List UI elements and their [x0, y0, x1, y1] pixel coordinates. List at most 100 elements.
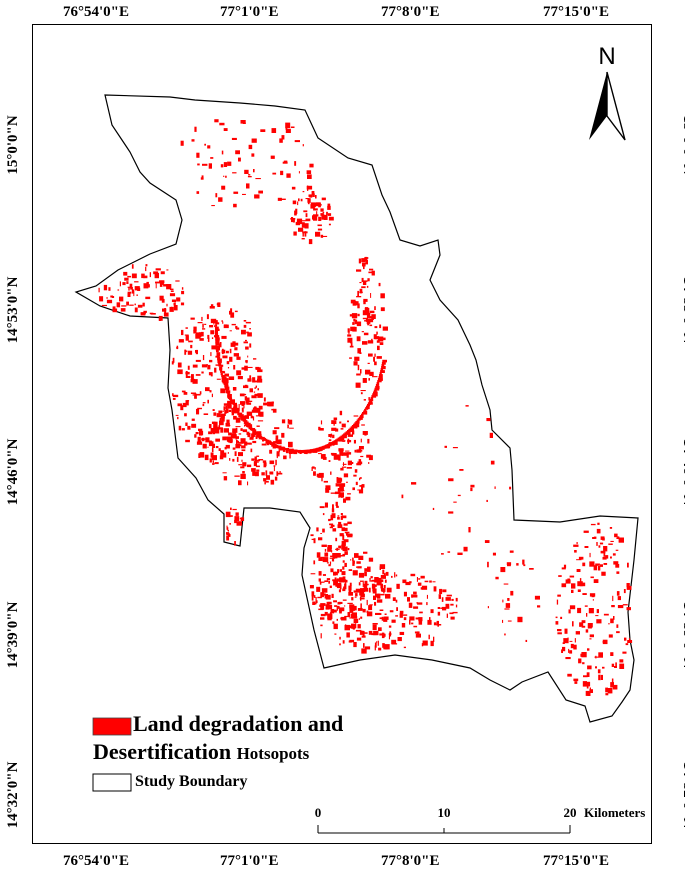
- hotspot-patch: [316, 527, 319, 532]
- hotspot-patch: [326, 578, 331, 581]
- hotspot-patch: [230, 507, 232, 510]
- hotspot-patch: [378, 577, 382, 583]
- hotspot-patch: [412, 594, 418, 598]
- hotspot-patch: [347, 420, 349, 423]
- hotspot-patch: [325, 594, 328, 598]
- hotspot-patch: [172, 398, 176, 400]
- hotspot-patch: [196, 408, 200, 415]
- hotspot-patch: [249, 375, 252, 380]
- hotspot-patch: [228, 409, 232, 412]
- hotspot-patch: [198, 453, 201, 458]
- hotspot-patch: [298, 198, 300, 202]
- hotspot-patch: [298, 227, 304, 232]
- hotspot-patch: [379, 566, 381, 570]
- hotspot-patch: [209, 306, 215, 309]
- hotspot-patch: [627, 640, 633, 643]
- hotspot-patch: [596, 619, 602, 624]
- hotspot-patch: [296, 449, 302, 452]
- hotspot-patch: [338, 455, 341, 461]
- hotspot-patch: [186, 350, 188, 353]
- hotspot-patch: [264, 481, 266, 485]
- hotspot-patch: [319, 581, 325, 583]
- hotspot-patch: [211, 205, 215, 207]
- hotspot-patch: [360, 369, 362, 374]
- hotspot-patch: [334, 577, 337, 583]
- hotspot-patch: [236, 521, 242, 526]
- hotspot-patch: [283, 455, 287, 460]
- hotspot-patch: [568, 609, 571, 614]
- hotspot-patch: [241, 459, 243, 462]
- hotspot-patch: [185, 400, 189, 406]
- hotspot-patch: [192, 364, 198, 368]
- hotspot-patch: [377, 378, 383, 381]
- hotspot-patch: [258, 412, 260, 416]
- hotspot-patch: [313, 602, 317, 605]
- hotspot-patch: [463, 546, 468, 552]
- hotspot-patch: [338, 606, 340, 609]
- hotspot-patch: [601, 674, 603, 680]
- hotspot-patch: [350, 559, 352, 561]
- hotspot-patch: [225, 444, 230, 449]
- hotspot-patch: [112, 306, 116, 310]
- hotspot-patch: [232, 341, 236, 344]
- hotspot-patch: [378, 647, 382, 651]
- hotspot-patch: [240, 473, 246, 479]
- hotspot-patch: [252, 440, 257, 444]
- hotspot-patch: [361, 277, 364, 282]
- hotspot-patch: [249, 388, 253, 393]
- hotspot-patch: [459, 469, 464, 471]
- hotspot-patch: [131, 264, 134, 269]
- hotspot-patch: [251, 153, 255, 157]
- hotspot-patch: [366, 312, 371, 318]
- hotspot-patch: [145, 264, 148, 267]
- hotspot-patch: [331, 513, 336, 519]
- hotspot-patch: [500, 567, 506, 573]
- hotspot-patch: [302, 144, 304, 147]
- hotspot-patch: [561, 583, 567, 588]
- hotspot-patch: [246, 411, 253, 416]
- hotspot-patch: [241, 404, 244, 407]
- hotspot-patch: [367, 340, 374, 344]
- hotspot-patch: [367, 316, 374, 319]
- hotspot-patch: [363, 332, 369, 336]
- hotspot-patch: [401, 494, 404, 499]
- legend-hotspot-line1: Land degradation and: [133, 711, 344, 736]
- hotspot-patch: [215, 438, 220, 442]
- hotspot-patch: [218, 410, 223, 414]
- hotspot-patch: [185, 327, 188, 329]
- hotspot-patch: [329, 526, 333, 529]
- hotspot-patch: [237, 411, 240, 416]
- hotspot-patch: [578, 556, 584, 560]
- hotspot-patch: [257, 420, 264, 422]
- hotspot-patch: [221, 150, 224, 155]
- hotspot-patch: [212, 460, 214, 463]
- hotspot-patch: [433, 586, 437, 592]
- hotspot-patch: [581, 620, 586, 624]
- hotspot-patch: [221, 374, 226, 378]
- hotspot-patch: [208, 424, 212, 429]
- hotspot-patch: [120, 308, 126, 312]
- hotspot-patch: [238, 404, 240, 408]
- hotspot-patch: [178, 425, 182, 431]
- hotspot-patch: [362, 317, 369, 320]
- hotspot-patch: [402, 614, 408, 616]
- hotspot-patch: [582, 681, 587, 687]
- hotspot-patch: [226, 361, 230, 365]
- hotspot-patch: [428, 634, 430, 640]
- hotspot-patch: [616, 624, 619, 628]
- hotspot-patch: [195, 350, 197, 353]
- hotspot-patch: [158, 315, 163, 321]
- hotspot-patch: [237, 376, 243, 380]
- hotspot-patch: [358, 555, 364, 560]
- hotspot-patch: [358, 617, 360, 620]
- hotspot-patch: [366, 285, 369, 288]
- hotspot-patch: [403, 617, 407, 621]
- hotspot-patch: [507, 598, 510, 601]
- hotspot-patch: [269, 460, 275, 465]
- hotspot-patch: [586, 672, 590, 677]
- hotspot-patch: [330, 441, 335, 445]
- hotspot-patch: [362, 262, 366, 267]
- hotspot-patch: [217, 358, 222, 363]
- hotspot-patch: [376, 599, 383, 603]
- hotspot-patch: [442, 606, 447, 611]
